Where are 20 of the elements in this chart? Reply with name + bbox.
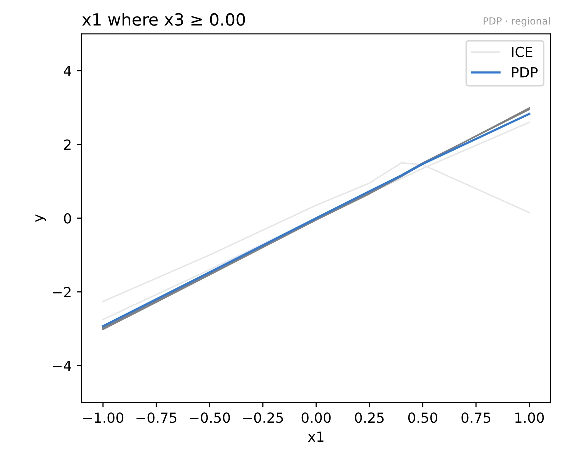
x-tick-label: −0.50	[190, 412, 230, 424]
y-tick-label: −2	[53, 287, 71, 298]
text: PDP · regional	[484, 17, 550, 27]
y-tick-label: 2	[64, 140, 71, 150]
y-tick-label: −4	[53, 360, 72, 372]
y-tick-label: 4	[64, 66, 72, 76]
chart-title: x1 where x3 ≥ 0.00	[82, 13, 246, 26]
x-tick-label: 0.50	[408, 412, 438, 424]
x-tick-label: 0.75	[462, 412, 491, 424]
x-tick-label: −1.00	[83, 412, 124, 424]
legend-label: ICE	[512, 46, 533, 58]
y-axis-title: y	[36, 214, 46, 222]
legend-label: PDP	[512, 67, 538, 78]
x-tick-label: −0.25	[243, 412, 284, 424]
x-tick-label: 0.25	[355, 412, 384, 424]
x-tick-label: 0.00	[302, 412, 331, 424]
x-axis-title: x1	[308, 432, 324, 442]
x-tick-label: −0.75	[136, 412, 177, 424]
y-tick-label: 0	[64, 213, 72, 224]
x-tick-label: 1.00	[516, 412, 544, 424]
